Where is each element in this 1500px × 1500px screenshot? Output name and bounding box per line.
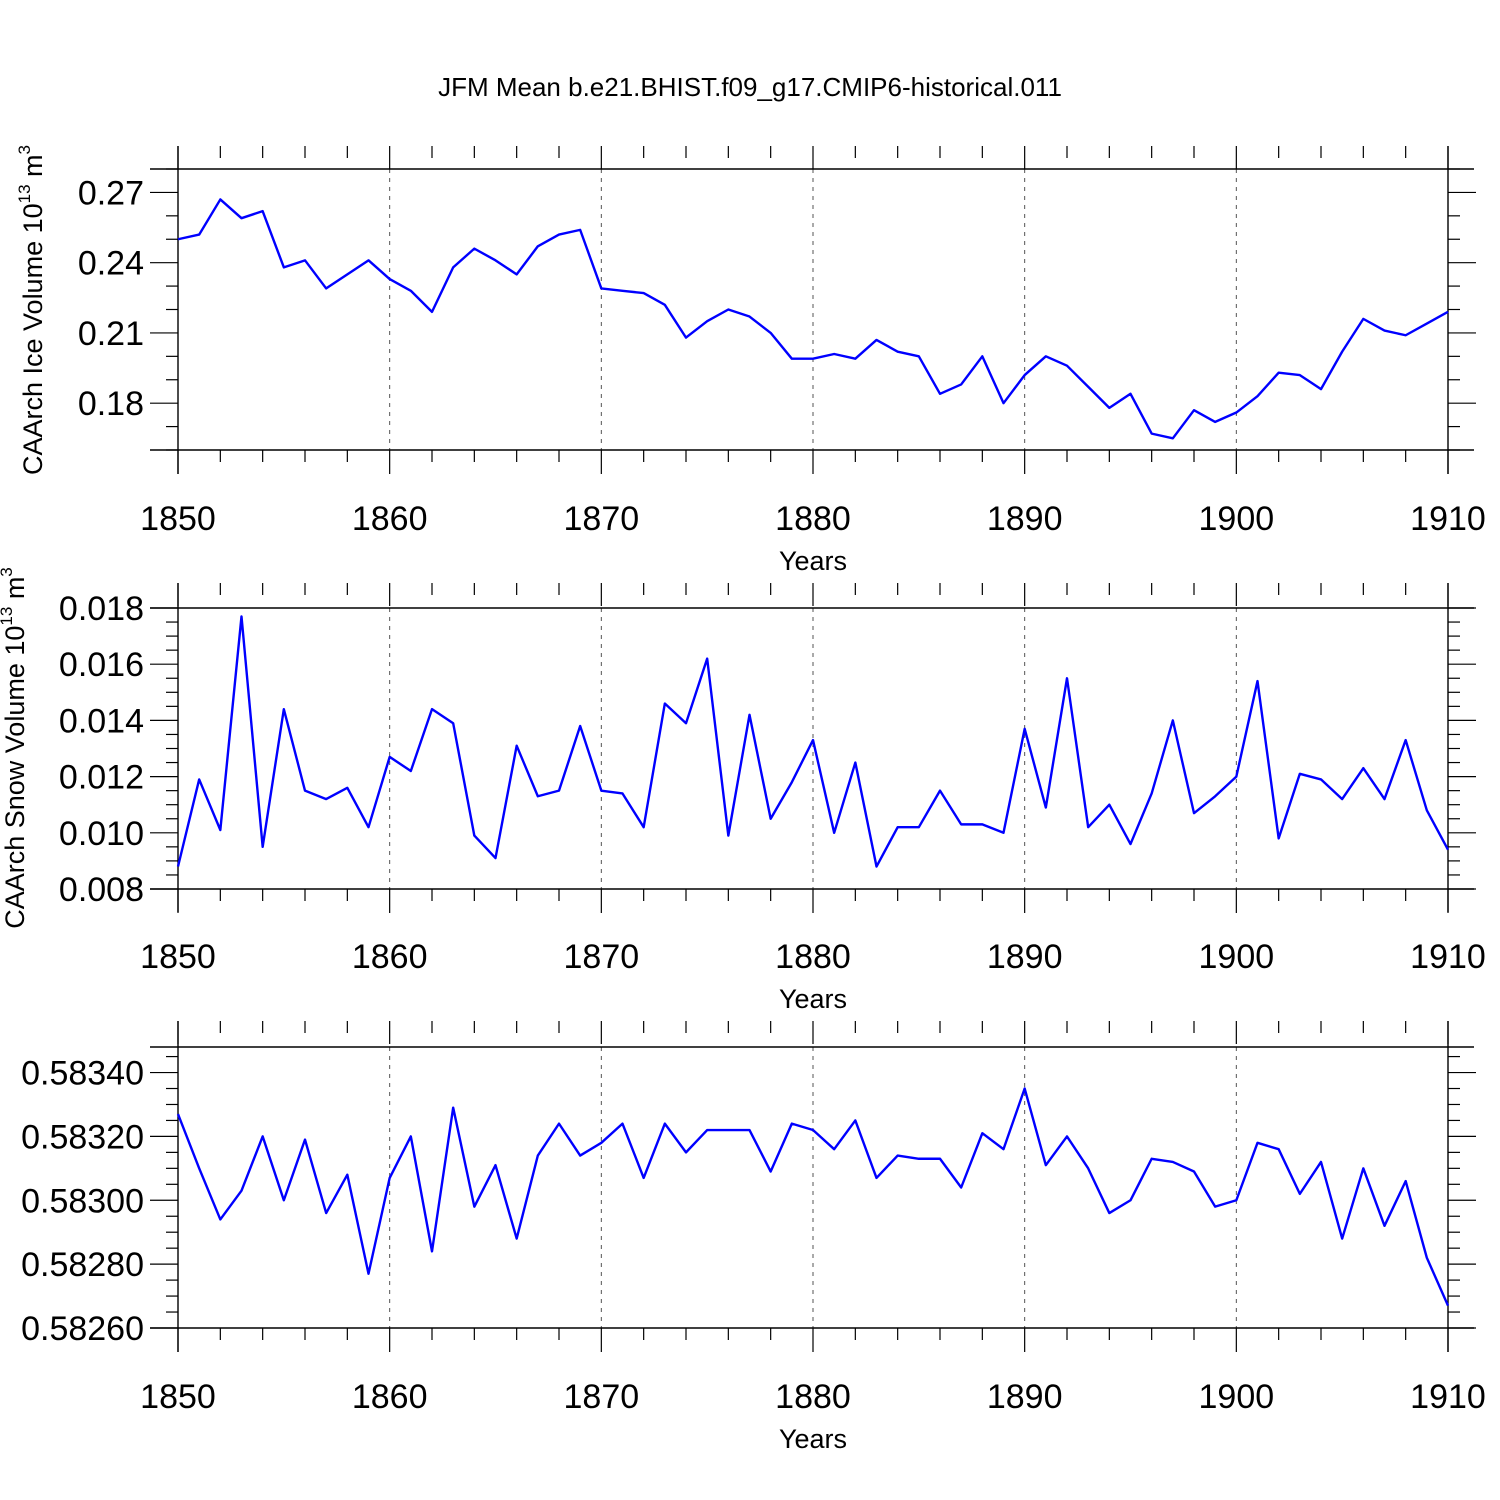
- x-tick-label: 1860: [352, 1378, 428, 1416]
- x-tick-label: 1880: [775, 938, 851, 976]
- x-tick-label: 1900: [1199, 1378, 1275, 1416]
- x-tick-label: 1890: [987, 1378, 1063, 1416]
- y-tick-label: 0.58260: [21, 1310, 144, 1348]
- x-tick-label: 1890: [987, 938, 1063, 976]
- x-tick-label: 1880: [775, 1378, 851, 1416]
- x-tick-label: 1910: [1410, 1378, 1486, 1416]
- x-tick-label: 1880: [775, 500, 851, 538]
- y-tick-label: 0.58320: [21, 1118, 144, 1156]
- y-tick-label: 0.008: [59, 871, 144, 909]
- x-tick-label: 1870: [564, 500, 640, 538]
- y-tick-label: 0.24: [78, 245, 144, 283]
- x-tick-label: 1860: [352, 938, 428, 976]
- x-tick-label: 1900: [1199, 500, 1275, 538]
- y-tick-label: 0.27: [78, 174, 144, 212]
- y-axis-label: CAArch Ice Volume 1013 m3: [15, 145, 48, 475]
- y-tick-label: 0.016: [59, 646, 144, 684]
- x-axis-label: Years: [779, 1424, 847, 1454]
- x-tick-label: 1860: [352, 500, 428, 538]
- series-line-2: [176, 615, 1450, 868]
- x-axis-label: Years: [779, 984, 847, 1014]
- y-tick-label: 0.18: [78, 385, 144, 423]
- x-tick-label: 1900: [1199, 938, 1275, 976]
- chart-title: JFM Mean b.e21.BHIST.f09_g17.CMIP6-histo…: [438, 72, 1062, 102]
- y-axis-label: CAArch Snow Volume 1013 m3: [0, 567, 30, 929]
- series-line-3: [176, 1087, 1450, 1307]
- y-tick-label: 0.58300: [21, 1182, 144, 1220]
- y-tick-label: 0.010: [59, 815, 144, 853]
- panel-3: 1850 1860 1870 1880 1890 1900 1910 0.58260 0.582…: [21, 1021, 1486, 1454]
- x-tick-label: 1850: [140, 1378, 216, 1416]
- y-tick-label: 0.014: [59, 702, 144, 740]
- x-tick-label: 1870: [564, 938, 640, 976]
- panel-1: 1850 1860 1870 1880 1890 1900 1910 0.18 0.21 0.24…: [15, 145, 1486, 576]
- panel-2: 1850 1860 1870 1880 1890 1900 1910 0.008 0.010 0.…: [0, 567, 1486, 1014]
- series-line-1: [177, 198, 1449, 440]
- x-tick-label: 1850: [140, 500, 216, 538]
- x-tick-label: 1850: [140, 938, 216, 976]
- x-tick-label: 1910: [1410, 500, 1486, 538]
- x-tick-label: 1890: [987, 500, 1063, 538]
- y-tick-label: 0.58340: [21, 1055, 144, 1093]
- y-tick-label: 0.012: [59, 759, 144, 797]
- x-axis-label: Years: [779, 546, 847, 576]
- x-tick-label: 1870: [564, 1378, 640, 1416]
- y-tick-label: 0.58280: [21, 1246, 144, 1284]
- y-tick-label: 0.21: [78, 315, 144, 353]
- x-tick-label: 1910: [1410, 938, 1486, 976]
- y-tick-label: 0.018: [59, 590, 144, 628]
